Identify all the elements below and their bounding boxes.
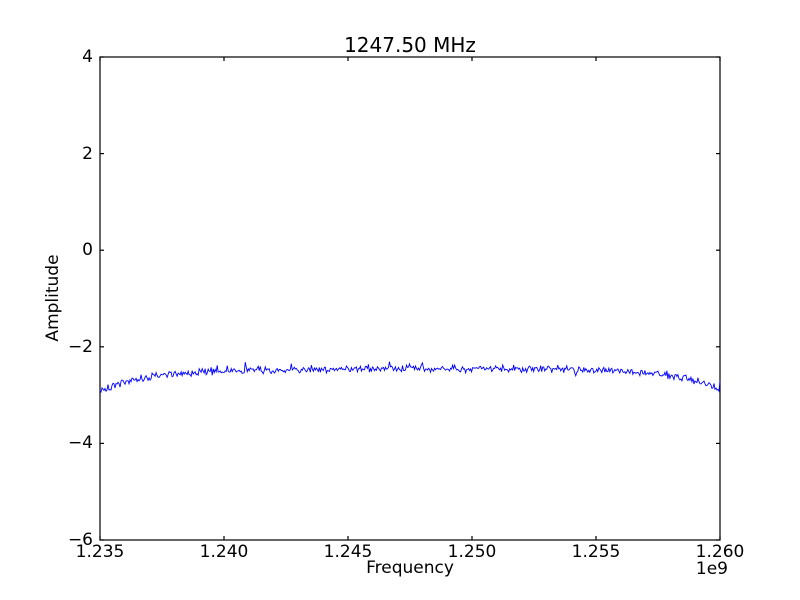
x-tick-label: 1.245 [323,542,373,562]
y-tick-label: 2 [82,143,93,164]
y-tick-label: 0 [82,240,93,261]
x-tick-label: 1.235 [75,542,125,562]
x-axis-offset-label: 1e9 [695,559,728,579]
chart-title: 1247.50 MHz [344,33,476,57]
plot-frame [99,56,721,541]
x-axis-label: Frequency [366,558,454,578]
x-tick-label: 1.240 [199,542,249,562]
y-tick-label: −6 [67,530,93,550]
axis-ticks [99,56,721,541]
x-tick-label: 1.250 [447,542,497,562]
x-tick-label: 1.255 [571,542,621,562]
y-tick-label: −2 [67,336,93,357]
y-axis-label: Amplitude [43,254,63,342]
y-tick-label: −4 [67,433,93,454]
data-line [99,361,721,394]
y-tick-label: 4 [82,47,93,67]
x-tick-label: 1.260 [695,542,745,562]
